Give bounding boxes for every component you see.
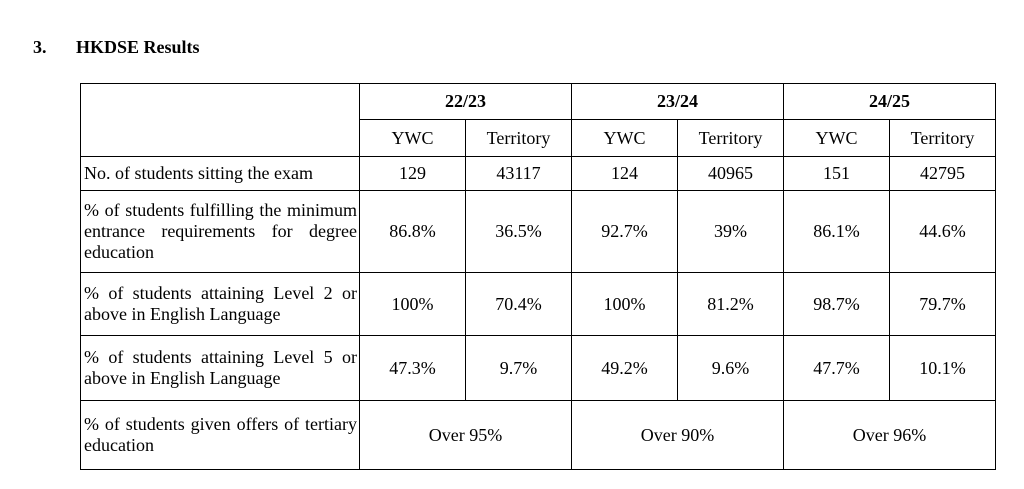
column-subheader: Territory — [889, 119, 997, 157]
data-cell: Over 96% — [783, 400, 997, 470]
data-cell: Over 95% — [358, 400, 573, 470]
row-label: % of students attaining Level 2 or above… — [80, 272, 360, 336]
row-label: % of students attaining Level 5 or above… — [80, 335, 360, 401]
table-row: % of students fulfilling the minimum ent… — [80, 190, 997, 273]
corner-cell — [80, 83, 360, 157]
table-row: % of students attaining Level 5 or above… — [80, 335, 997, 401]
data-cell: 81.2% — [677, 272, 785, 336]
year-header: 23/24 — [571, 83, 785, 120]
column-subheader: Territory — [677, 119, 785, 157]
data-cell: 86.8% — [359, 190, 466, 273]
data-cell: 42795 — [889, 156, 997, 191]
data-cell: 129 — [359, 156, 466, 191]
table-row: No. of students sitting the exam 129 431… — [80, 156, 997, 191]
data-cell: 9.7% — [464, 335, 573, 401]
section-number: 3. — [33, 37, 47, 57]
hkdse-results-table: 22/23 23/24 24/25 YWC Territory YWC Terr… — [80, 83, 997, 470]
data-cell: 151 — [783, 156, 891, 191]
data-cell: 92.7% — [571, 190, 679, 273]
data-cell: 47.3% — [359, 335, 466, 401]
data-cell: 39% — [677, 190, 785, 273]
column-subheader: YWC — [359, 119, 466, 157]
data-cell: Over 90% — [571, 400, 785, 470]
data-cell: 124 — [571, 156, 679, 191]
subheader-row: YWC Territory YWC Territory YWC Territor… — [81, 119, 997, 157]
year-header-row: 22/23 23/24 24/25 — [80, 83, 997, 157]
table-row: % of students given offers of tertiary e… — [80, 400, 997, 470]
data-cell: 44.6% — [889, 190, 997, 273]
data-cell: 100% — [571, 272, 679, 336]
data-cell: 70.4% — [464, 272, 573, 336]
data-cell: 86.1% — [783, 190, 891, 273]
row-label: % of students fulfilling the minimum ent… — [80, 190, 360, 273]
data-cell: 100% — [359, 272, 466, 336]
column-subheader: YWC — [783, 119, 891, 157]
data-cell: 43117 — [464, 156, 573, 191]
section-title: HKDSE Results — [76, 37, 200, 57]
data-cell: 47.7% — [783, 335, 891, 401]
section-heading: 3. HKDSE Results — [33, 37, 200, 58]
data-cell: 9.6% — [677, 335, 785, 401]
column-subheader: YWC — [571, 119, 679, 157]
year-header: 24/25 — [783, 83, 997, 120]
data-cell: 36.5% — [464, 190, 573, 273]
row-label: No. of students sitting the exam — [80, 156, 360, 191]
data-cell: 40965 — [677, 156, 785, 191]
table-row: % of students attaining Level 2 or above… — [80, 272, 997, 336]
row-label: % of students given offers of tertiary e… — [80, 400, 360, 470]
column-subheader: Territory — [464, 119, 573, 157]
data-cell: 49.2% — [571, 335, 679, 401]
data-cell: 10.1% — [889, 335, 997, 401]
data-cell: 98.7% — [783, 272, 891, 336]
data-cell: 79.7% — [889, 272, 997, 336]
year-header: 22/23 — [358, 83, 573, 120]
